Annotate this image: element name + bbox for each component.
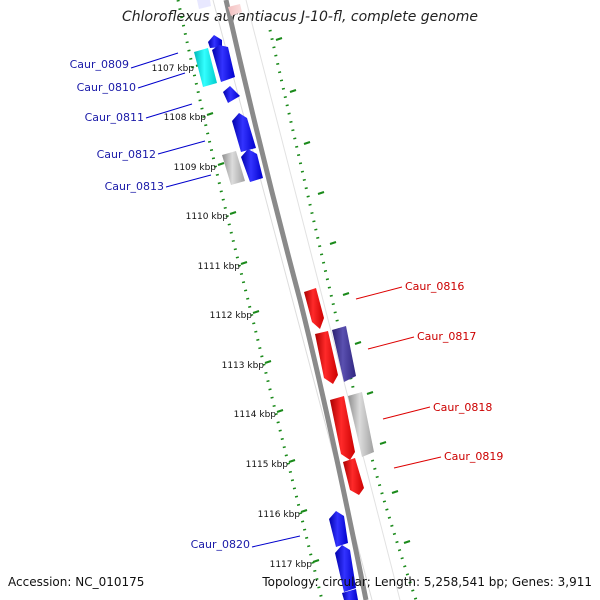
gene-caur-0810-rna[interactable] xyxy=(194,48,217,87)
gene-caur-0820[interactable] xyxy=(329,511,348,547)
leader-line xyxy=(165,174,212,188)
gene-caur-0811[interactable] xyxy=(223,86,240,103)
ring-band-outer-edge xyxy=(245,0,401,600)
leader-line xyxy=(137,72,186,89)
gene-label[interactable]: Caur_0812 xyxy=(97,148,156,161)
gene-label[interactable]: Caur_0816 xyxy=(405,280,464,293)
gene-label[interactable]: Caur_0818 xyxy=(433,401,492,414)
leader-line xyxy=(251,535,301,548)
gene-label[interactable]: Caur_0811 xyxy=(85,111,144,124)
tick-label: 1110 kbp xyxy=(186,212,229,222)
gene-label[interactable]: Caur_0819 xyxy=(444,450,503,463)
accession-label: Accession: NC_010175 xyxy=(8,575,145,589)
tick-label: 1113 kbp xyxy=(222,361,265,371)
gene-label[interactable]: Caur_0810 xyxy=(77,81,136,94)
gene-caur-0809-arrow[interactable] xyxy=(208,35,222,48)
gene-caur-0817[interactable] xyxy=(315,331,338,384)
gene-label[interactable]: Caur_0809 xyxy=(70,58,129,71)
feature-partial-top-left[interactable] xyxy=(197,0,211,9)
gene-caur-0812[interactable] xyxy=(232,113,256,152)
leader-line xyxy=(382,406,431,420)
gene-label[interactable]: Caur_0817 xyxy=(417,330,476,343)
gene-caur-0816[interactable] xyxy=(304,288,324,329)
tick-label: 1111 kbp xyxy=(198,262,241,272)
tick-label: 1108 kbp xyxy=(164,113,207,123)
leader-line xyxy=(367,336,415,350)
tick-label: 1107 kbp xyxy=(152,64,195,74)
leader-line xyxy=(355,286,403,300)
major-ticks xyxy=(195,37,411,563)
tick-label: 1109 kbp xyxy=(174,163,217,173)
tick-label: 1115 kbp xyxy=(246,460,289,470)
genome-backbone xyxy=(223,0,369,600)
gene-caur-0818-pseudo[interactable] xyxy=(348,392,374,457)
gene-caur-0810[interactable] xyxy=(212,45,235,82)
tick-label: 1116 kbp xyxy=(258,510,301,520)
leader-line xyxy=(393,456,442,469)
map-title: Chloroflexus aurantiacus J-10-fl, comple… xyxy=(122,9,478,25)
gene-caur-0813-pseudo[interactable] xyxy=(222,151,245,185)
tick-label: 1112 kbp xyxy=(210,311,253,321)
leader-line xyxy=(130,52,179,69)
gene-caur-0813[interactable] xyxy=(241,149,263,182)
gene-caur-0821[interactable] xyxy=(335,545,356,592)
tick-label: 1117 kbp xyxy=(270,560,313,570)
genome-stats: Topology: circular; Length: 5,258,541 bp… xyxy=(262,575,592,589)
gene-caur-0819[interactable] xyxy=(343,458,364,495)
leader-line xyxy=(157,140,206,155)
leader-line xyxy=(145,103,193,119)
gene-caur-0818[interactable] xyxy=(330,396,355,460)
gene-label[interactable]: Caur_0813 xyxy=(105,180,164,193)
feature-partial-top[interactable] xyxy=(228,4,242,16)
gene-label[interactable]: Caur_0820 xyxy=(191,538,250,551)
left-tick-axis xyxy=(176,0,324,600)
gene-caur-0817-other[interactable] xyxy=(332,326,356,382)
gene-caur-0822[interactable] xyxy=(342,589,358,600)
tick-label: 1114 kbp xyxy=(234,410,277,420)
